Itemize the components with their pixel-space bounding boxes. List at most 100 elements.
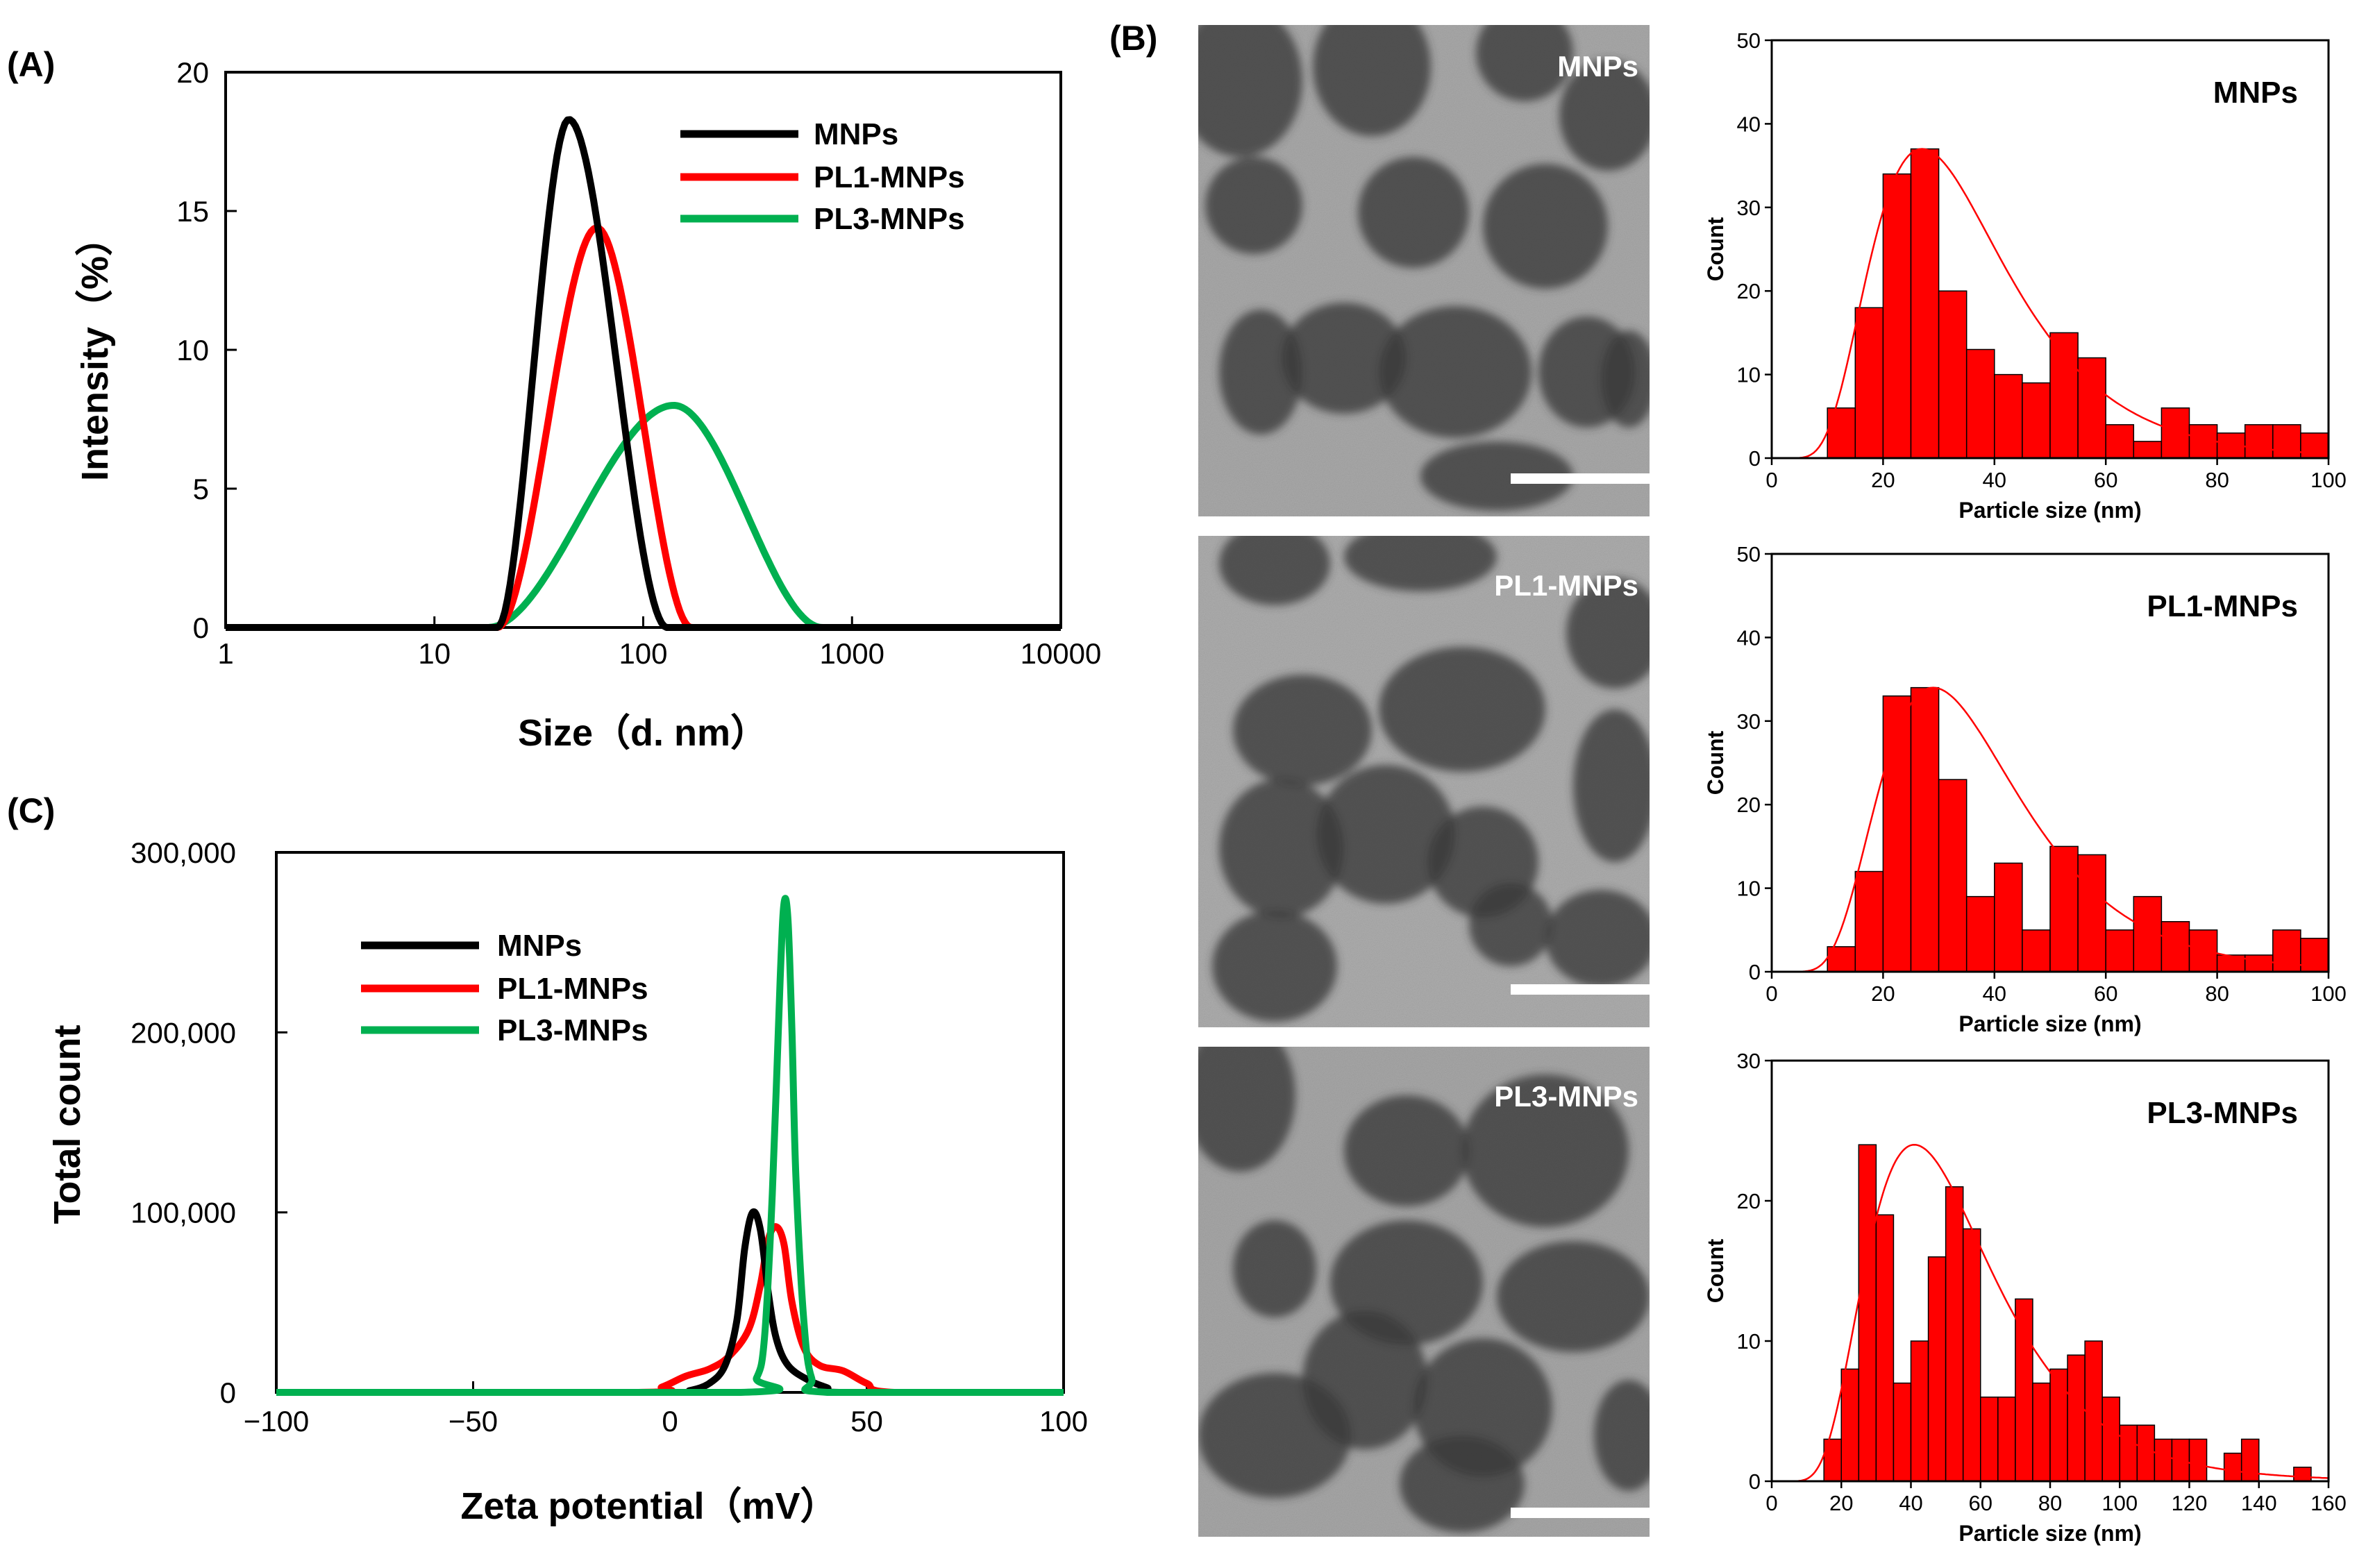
histogram-bar (1997, 1397, 2016, 1482)
histogram-bar (2161, 921, 2190, 972)
y-tick-label: 50 (1737, 28, 1761, 53)
tem-particle (1545, 890, 1650, 987)
histogram-bar (1980, 1397, 1999, 1482)
tem-particle (1420, 441, 1573, 511)
y-tick-label: 40 (1737, 112, 1761, 136)
histogram-bar (2077, 854, 2106, 972)
histogram-title: PL3-MNPs (2147, 1096, 2298, 1130)
histogram-bar (2101, 1397, 2120, 1482)
histogram-bar (1945, 1186, 1964, 1482)
chart-a-xlabel: Size（d. nm） (518, 712, 768, 754)
y-tick-label: 10 (1737, 363, 1761, 387)
x-tick-label: 20 (1829, 1491, 1853, 1515)
y-tick-label: 0 (1749, 960, 1761, 984)
tem-label-pl3-mnps: PL3-MNPs (1494, 1080, 1638, 1113)
histogram-bar (2077, 357, 2106, 459)
panel-label-a: (A) (7, 45, 55, 84)
y-tick-label: 20 (176, 56, 209, 89)
histogram-bar (1910, 148, 1940, 459)
x-tick-label: 10 (418, 637, 451, 670)
histogram-bar (2188, 1438, 2208, 1482)
y-tick-label: 200,000 (131, 1016, 236, 1049)
histogram-bar (1938, 779, 1968, 972)
tem-particle (1559, 60, 1650, 171)
y-tick-label: 20 (1737, 279, 1761, 303)
histogram-bar (2015, 1298, 2033, 1482)
histogram-bar (2032, 1382, 2051, 1482)
histogram-bar (1840, 1368, 1860, 1482)
series-line-mnps (224, 116, 1062, 631)
tem-particle (1400, 1435, 1525, 1533)
chart-a-legend: MNPs PL1-MNPs PL3-MNPs (680, 117, 965, 236)
histogram-ylabel: Count (1703, 1238, 1728, 1303)
tem-particle (1594, 1380, 1650, 1491)
histogram-ylabel: Count (1703, 730, 1728, 795)
histogram-mnps: 0 20 40 60 80 100 0 10 20 30 40 50 Particle size (nm… (1703, 28, 2347, 523)
histogram-bar (1827, 407, 1856, 459)
y-tick-label: 20 (1737, 793, 1761, 817)
histogram-pl3-mnps: 0 20 40 60 80 100 120 140 160 0 10 20 30 Particle siz… (1703, 1049, 2347, 1546)
histogram-bar (2119, 1424, 2138, 1482)
histogram-bar (2049, 845, 2079, 972)
x-tick-label: 0 (1765, 981, 1777, 1006)
histogram-bar (2136, 1424, 2156, 1482)
legend-c-pl1-label: PL1-MNPs (497, 972, 648, 1006)
histogram-frame (1770, 39, 2330, 460)
histogram-bar (2188, 929, 2218, 972)
histogram-bar (2049, 1368, 2068, 1482)
histogram-bar (2022, 929, 2051, 972)
x-tick-label: 0 (1765, 1491, 1777, 1515)
histogram-bar (2105, 929, 2135, 972)
x-tick-label: 80 (2205, 981, 2229, 1006)
y-tick-label: 300,000 (131, 836, 236, 869)
tem-particle (1233, 675, 1372, 786)
histogram-bar (1882, 173, 1912, 459)
tem-particle (1198, 1047, 1295, 1172)
tem-particle (1483, 164, 1608, 289)
x-tick-label: 40 (1983, 468, 2006, 492)
y-tick-label: 20 (1737, 1189, 1761, 1213)
tem-particle (1233, 1220, 1316, 1317)
histogram-bar (2188, 424, 2218, 459)
tem-particle (1476, 25, 1573, 101)
x-tick-label: 60 (2094, 981, 2117, 1006)
legend-c-mnps-label: MNPs (497, 929, 582, 963)
x-tick-label: 80 (2038, 1491, 2062, 1515)
histogram-bar (2067, 1354, 2086, 1482)
histogram-bar (1927, 1256, 1947, 1482)
tem-particle (1601, 330, 1650, 428)
x-tick-label: 100 (2310, 981, 2347, 1006)
histogram-bar (2272, 424, 2301, 459)
x-tick-label: 60 (2094, 468, 2117, 492)
histogram-bar (2244, 954, 2274, 972)
x-tick-label: 20 (1871, 981, 1895, 1006)
histogram-bar (2084, 1340, 2103, 1482)
histogram-bar (2133, 441, 2163, 459)
tem-particle (1379, 647, 1545, 772)
x-tick-label: −100 (244, 1405, 310, 1438)
tem-particle (1379, 306, 1532, 438)
tem-particles (1212, 536, 1650, 1022)
histogram-bar (2154, 1438, 2173, 1482)
tem-particle (1344, 1095, 1469, 1206)
histogram-bar (1882, 695, 1912, 972)
histogram-bar (2161, 407, 2190, 459)
series-line-mnps (276, 1208, 1064, 1397)
tem-particle (1316, 765, 1455, 904)
histogram-bar (2022, 382, 2051, 459)
histogram-bar (1854, 307, 1884, 459)
histogram-bar (1910, 1340, 1929, 1482)
y-tick-label: 100,000 (131, 1197, 236, 1229)
scale-bar (1511, 984, 1650, 995)
histogram-frame (1770, 553, 2330, 973)
chart-a-size-distribution: 1 10 100 1000 10000 0 5 10 15 20 Size（d. nm） Inte… (74, 56, 1101, 754)
x-tick-label: 1 (217, 637, 233, 670)
tem-image-mnps: MNPs (1198, 25, 1650, 516)
y-tick-label: 30 (1737, 709, 1761, 734)
y-tick-label: 0 (1749, 1469, 1761, 1494)
y-tick-label: 10 (1737, 1329, 1761, 1354)
y-tick-label: 5 (193, 473, 209, 505)
x-tick-label: 0 (662, 1405, 678, 1438)
chart-c-frame (275, 851, 1065, 1394)
